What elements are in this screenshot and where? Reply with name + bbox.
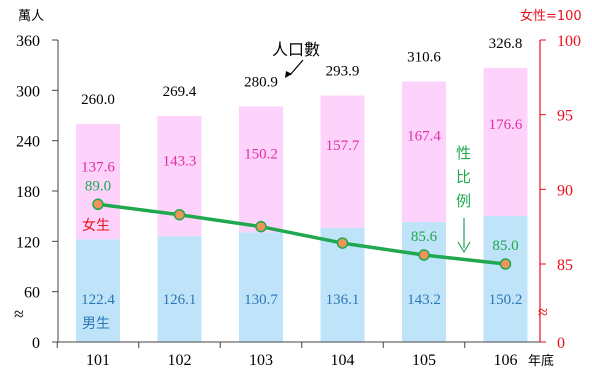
right-tick-label: 90: [557, 182, 573, 199]
right-tick-label: 0: [557, 335, 565, 352]
female-label: 女生: [82, 217, 110, 234]
total-value-label: 280.9: [244, 74, 278, 90]
male-value-label: 130.7: [244, 292, 278, 308]
left-tick-label: 360: [16, 33, 40, 50]
x-tick-label: 102: [168, 352, 192, 369]
total-value-label: 310.6: [407, 49, 441, 65]
bar-male: [239, 232, 283, 342]
left-axis-break: ≈: [14, 304, 24, 324]
bar-male: [402, 221, 446, 342]
sex-ratio-point: [92, 198, 104, 211]
left-tick-label: 120: [16, 234, 40, 251]
left-tick-label: 300: [16, 83, 40, 100]
right-tick-label: 95: [557, 108, 573, 125]
x-tick-label: 106: [494, 352, 518, 369]
male-value-label: 150.2: [489, 292, 523, 308]
right-tick-label: 100: [557, 33, 581, 50]
x-tick-label: 101: [86, 352, 110, 369]
right-axis-break: ≈: [538, 302, 548, 322]
total-annotation-arrow: [285, 71, 292, 78]
ratio-annotation: 性 比 例: [456, 144, 471, 254]
left-axis-unit: 萬人: [18, 9, 44, 24]
male-value-label: 143.2: [407, 292, 441, 308]
sex-ratio-series: 89.0 85.6 85.0: [85, 178, 519, 270]
left-axis-ticks: 0 60 120 180 240 300 360: [16, 33, 58, 352]
x-tick-label: 105: [412, 352, 436, 369]
female-value-label: 176.6: [489, 117, 523, 133]
x-axis-unit: 年底: [528, 353, 554, 369]
bar-female: [483, 67, 528, 216]
ratio-annotation-char-1: 性: [456, 144, 471, 162]
bar-female: [402, 81, 446, 222]
left-tick-label: 60: [24, 285, 40, 302]
sex-ratio-point: [336, 237, 349, 249]
female-value-label: 150.2: [244, 146, 278, 162]
bar-female: [239, 106, 283, 233]
total-value-label: 269.4: [163, 84, 197, 100]
ratio-annotation-arrow: [457, 241, 471, 254]
total-value-label: 326.8: [489, 36, 523, 52]
male-value-label: 136.1: [326, 292, 360, 308]
bar-male: [483, 215, 528, 342]
right-axis-unit: 女性=100: [520, 8, 582, 24]
total-value-label: 293.9: [326, 64, 360, 80]
total-annotation: 人口數: [272, 40, 320, 78]
ratio-annotation-char-2: 比: [456, 168, 471, 186]
male-value-label: 122.4: [81, 292, 115, 308]
right-axis: 女性=100 ≈: [520, 8, 582, 342]
sex-ratio-value-label: 85.6: [411, 229, 438, 245]
right-tick-label: 85: [557, 257, 573, 274]
female-value-label: 157.7: [326, 138, 360, 154]
sex-ratio-point: [173, 208, 186, 221]
x-axis: 年底: [58, 341, 554, 369]
male-value-label: 126.1: [163, 292, 197, 308]
female-value-label: 167.4: [407, 128, 441, 144]
bar-male: [76, 239, 120, 342]
sex-ratio-point: [418, 249, 430, 261]
total-value-label: 260.0: [81, 92, 115, 108]
x-tick-label: 104: [331, 352, 355, 369]
bar-labels: 122.4 137.6 260.0 126.1 143.3 269.4 130.7 150.2…: [81, 36, 523, 308]
x-tick-label: 103: [249, 352, 273, 369]
total-annotation-label: 人口數: [272, 40, 320, 59]
bars: [76, 67, 528, 342]
female-value-label: 143.3: [163, 153, 197, 169]
sex-ratio-line: [97, 202, 506, 266]
bar-male: [157, 236, 202, 342]
x-axis-ticks: 101 102 103 104 105 106: [56, 342, 518, 369]
sex-ratio-point: [255, 220, 267, 233]
sex-ratio-value-label: 85.0: [492, 238, 518, 254]
sex-ratio-point: [499, 258, 512, 270]
bar-female: [76, 123, 120, 240]
sex-ratio-value-label: 89.0: [85, 178, 111, 194]
left-tick-label: 180: [16, 184, 40, 201]
female-value-label: 137.6: [81, 159, 115, 175]
ratio-annotation-char-3: 例: [456, 192, 471, 210]
male-label: 男生: [82, 316, 110, 332]
left-tick-label: 240: [16, 134, 40, 151]
bar-female: [320, 95, 365, 228]
right-axis-ticks: 0 85 90 95 100: [540, 33, 581, 352]
left-tick-label: 0: [32, 335, 40, 352]
